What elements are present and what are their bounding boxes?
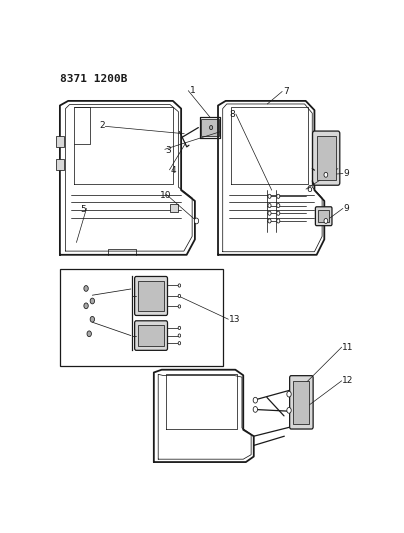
Circle shape	[268, 211, 271, 215]
Text: 12: 12	[342, 376, 354, 385]
Text: 2: 2	[99, 121, 105, 130]
Circle shape	[90, 317, 95, 322]
Bar	[75, 339, 91, 344]
Text: 7: 7	[283, 87, 288, 96]
Text: 8371 1200B: 8371 1200B	[60, 74, 127, 84]
Text: 5: 5	[80, 205, 86, 214]
Circle shape	[90, 298, 95, 304]
Circle shape	[178, 284, 181, 287]
Bar	[78, 292, 88, 299]
Circle shape	[253, 407, 257, 413]
Text: 9: 9	[343, 204, 349, 213]
Circle shape	[277, 219, 280, 223]
Circle shape	[178, 342, 181, 345]
Bar	[293, 381, 309, 424]
Text: 1: 1	[190, 86, 196, 95]
Circle shape	[84, 286, 88, 292]
Circle shape	[87, 331, 91, 337]
Bar	[56, 159, 64, 170]
Bar	[56, 136, 64, 147]
Bar	[318, 210, 330, 222]
Bar	[201, 119, 219, 136]
FancyBboxPatch shape	[290, 376, 313, 429]
Circle shape	[268, 219, 271, 223]
Circle shape	[178, 294, 181, 297]
Circle shape	[84, 303, 88, 309]
Circle shape	[277, 194, 280, 198]
Circle shape	[324, 172, 328, 177]
Circle shape	[194, 218, 199, 224]
Circle shape	[210, 125, 213, 130]
Circle shape	[178, 334, 181, 337]
Bar	[75, 310, 91, 315]
Bar	[60, 269, 223, 366]
FancyBboxPatch shape	[316, 207, 332, 225]
Circle shape	[268, 194, 271, 198]
Text: 4: 4	[170, 166, 176, 175]
Circle shape	[287, 407, 291, 413]
Circle shape	[287, 391, 291, 397]
Bar	[138, 281, 164, 311]
Text: 6: 6	[307, 184, 312, 193]
Bar	[75, 281, 91, 286]
Bar	[170, 204, 178, 212]
FancyBboxPatch shape	[313, 131, 340, 185]
Circle shape	[277, 204, 280, 207]
Bar	[78, 324, 88, 330]
Text: 8: 8	[229, 109, 236, 118]
Circle shape	[324, 219, 328, 223]
Circle shape	[268, 204, 271, 207]
Text: 3: 3	[165, 146, 171, 155]
Circle shape	[178, 305, 181, 308]
Text: 11: 11	[342, 343, 354, 352]
FancyBboxPatch shape	[135, 321, 168, 350]
Text: 10: 10	[160, 191, 172, 200]
Text: 9: 9	[343, 169, 349, 178]
Text: 13: 13	[229, 314, 240, 324]
FancyBboxPatch shape	[135, 277, 168, 316]
Circle shape	[253, 397, 257, 403]
Bar	[317, 136, 336, 180]
Circle shape	[178, 326, 181, 329]
Bar	[138, 325, 164, 346]
Circle shape	[277, 211, 280, 215]
